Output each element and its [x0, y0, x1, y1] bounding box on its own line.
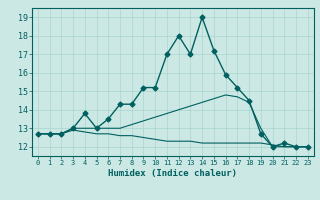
X-axis label: Humidex (Indice chaleur): Humidex (Indice chaleur): [108, 169, 237, 178]
